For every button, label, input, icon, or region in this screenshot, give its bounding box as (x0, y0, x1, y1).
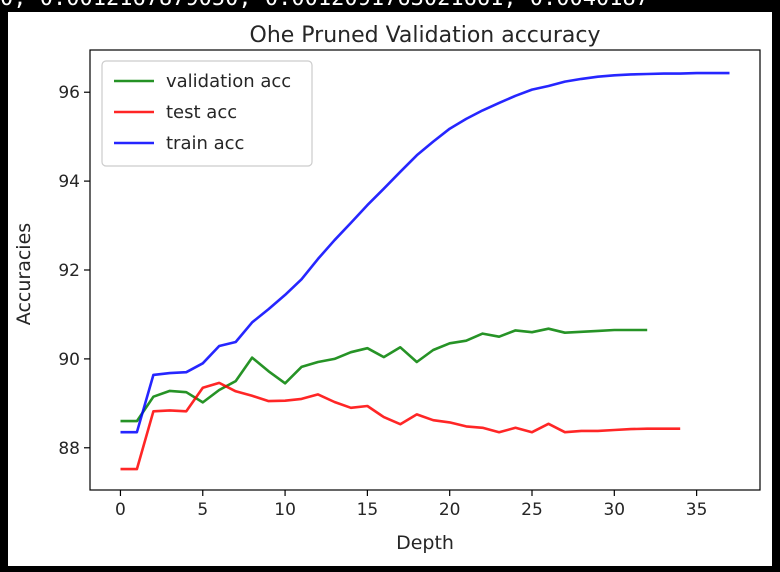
x-tick-label: 30 (603, 500, 625, 520)
y-axis-label: Accuracies (13, 223, 35, 325)
x-tick-label: 20 (439, 500, 461, 520)
y-tick-label: 94 (58, 172, 80, 192)
y-tick-label: 92 (58, 261, 80, 281)
x-tick-label: 10 (274, 500, 296, 520)
legend-box (101, 60, 313, 167)
y-tick-label: 90 (58, 350, 80, 370)
x-tick-label: 25 (521, 500, 543, 520)
x-tick-label: 0 (115, 500, 126, 520)
figure: Ohe Pruned Validation accuracy Depth Acc… (8, 12, 772, 566)
series-line-validation-acc (120, 327, 648, 423)
y-tick-label: 96 (58, 83, 80, 103)
x-tick-label: 5 (197, 500, 208, 520)
x-axis-label: Depth (396, 532, 454, 554)
series-line-train-acc (120, 71, 730, 434)
legend-label: test acc (166, 102, 237, 123)
x-tick-label: 35 (686, 500, 708, 520)
legend: validation acc test acc train acc (101, 60, 313, 167)
y-tick-label: 88 (58, 439, 80, 459)
series-lines (120, 71, 730, 471)
series-line-test-acc (120, 381, 681, 471)
legend-label: validation acc (166, 71, 291, 92)
line-chart: Ohe Pruned Validation accuracy Depth Acc… (13, 23, 761, 554)
axis-ticks: 0 5 10 15 20 25 30 35 88 90 92 94 96 (58, 83, 707, 520)
chart-title: Ohe Pruned Validation accuracy (250, 23, 601, 48)
partial-output-text: 0, 0.0012167879050, 0.0012091763021661, … (0, 0, 780, 10)
x-tick-label: 15 (357, 500, 379, 520)
legend-label: train acc (166, 133, 244, 154)
